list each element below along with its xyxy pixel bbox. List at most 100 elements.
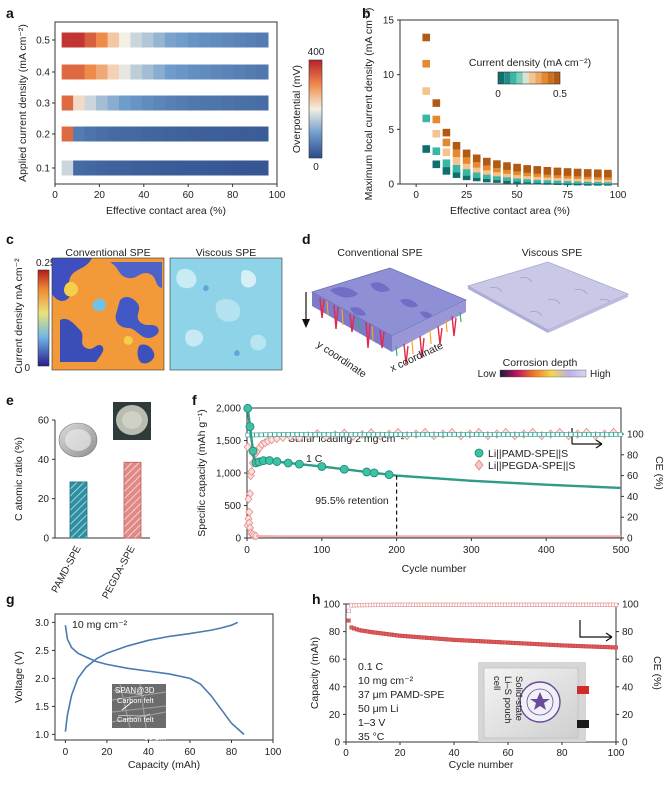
pegda-ce-point xyxy=(245,507,254,517)
pamd-capacity-point xyxy=(362,467,372,477)
panel-c-title-left: Conventional SPE xyxy=(65,247,150,259)
y-tick-label: 100 xyxy=(323,600,340,611)
legend-color-swatch xyxy=(522,72,529,84)
panel-d-corrosion: Conventional SPE Viscous SPE y coordinat… xyxy=(302,247,630,381)
panel-g-inset-title: SPAN@3D xyxy=(115,686,155,695)
heatmap-cell xyxy=(187,32,200,48)
y-tick-label: 10 xyxy=(383,70,395,81)
pamd-ce-point xyxy=(550,432,556,437)
y-tick-label: 20 xyxy=(38,494,50,505)
data-point-j0.5 xyxy=(442,128,451,137)
y-tick-label: 1,500 xyxy=(216,436,241,447)
y-tick-label: 2.0 xyxy=(35,674,49,685)
pamd-ce-point xyxy=(537,432,542,437)
pamd-ce-point xyxy=(267,432,273,438)
pamd-ce-point xyxy=(366,432,372,437)
panel-h-ce-axis-arrow xyxy=(579,620,613,642)
panel-d-surface-conventional xyxy=(310,267,467,365)
heatmap-cell xyxy=(61,95,74,111)
pamd-ce-point xyxy=(406,432,412,437)
y2-tick-label: 40 xyxy=(622,682,634,693)
heatmap-cell xyxy=(164,32,177,48)
data-point-j0.3 xyxy=(422,87,431,95)
heatmap-cell xyxy=(187,126,200,142)
data-point-j0.3 xyxy=(493,168,501,177)
y-tick-label: 1.0 xyxy=(35,730,49,741)
pamd-ce-point xyxy=(312,432,318,437)
panel-h-condition-electrolyte: 37 μm PAMD-SPE xyxy=(358,689,444,701)
pamd-capacity-point xyxy=(265,456,274,465)
y-tick-label: 15 xyxy=(383,16,395,27)
panel-d-y-axis-label: y coordinate xyxy=(314,339,368,381)
panel-b-scatter: Effective contact area (%) Maximum local… xyxy=(363,8,627,217)
x-tick-label: 40 xyxy=(138,190,150,201)
x-tick-label: 0 xyxy=(52,190,58,201)
heatmap-cell xyxy=(245,64,258,80)
heatmap-cell xyxy=(119,32,131,48)
data-point-j0.3 xyxy=(442,148,451,157)
x-tick-label: 60 xyxy=(502,748,514,759)
pamd-ce-point xyxy=(613,432,619,437)
x-tick-label: 0 xyxy=(63,747,69,758)
panel-e-photo-pamd xyxy=(58,422,98,458)
pamd-capacity-point xyxy=(272,457,282,466)
x-tick-label: 500 xyxy=(613,545,630,556)
data-point-j0.2 xyxy=(432,147,441,155)
panel-c-map-viscous xyxy=(169,257,283,371)
data-point-j0.4 xyxy=(442,138,451,147)
panel-h-condition-voltage: 1–3 V xyxy=(358,717,385,729)
pamd-ce-point xyxy=(595,432,601,437)
heatmap-cell xyxy=(96,64,108,80)
pamd-capacity-point xyxy=(384,470,394,480)
pamd-ce-point xyxy=(564,432,569,437)
heatmap-cell xyxy=(222,126,235,142)
data-point-j0.5 xyxy=(553,167,562,176)
pamd-ce-point xyxy=(586,432,592,437)
y2-tick-label: 100 xyxy=(627,430,644,441)
legend-color-swatch xyxy=(529,72,536,84)
panel-h-condition-temperature: 35 °C xyxy=(358,731,385,743)
x-tick-label: 20 xyxy=(101,747,113,758)
heatmap-cell xyxy=(130,32,143,48)
voltage-curve-discharge xyxy=(64,625,245,735)
x-tick-label: 25 xyxy=(461,190,473,201)
panel-e-bar: C atomic ratio (%) 0 20 40 60 PAMD-SPE PEGDA-… xyxy=(13,402,151,601)
y-tick-label: 0.5 xyxy=(36,36,50,47)
data-point-j0.1 xyxy=(442,167,451,175)
panel-d-legend-bar xyxy=(499,369,587,378)
x-tick-label: 400 xyxy=(538,545,555,556)
x-tick-label: 0 xyxy=(343,748,349,759)
pamd-ce-point xyxy=(344,432,349,437)
y-tick-label: 5 xyxy=(388,125,394,136)
pamd-capacity-point xyxy=(369,468,379,478)
heatmap-cell xyxy=(233,160,246,176)
pegda-capacity-point xyxy=(251,531,261,541)
data-point-j0.2 xyxy=(472,170,481,178)
pamd-ce-point xyxy=(371,432,376,437)
bar-PEGDA-SPE xyxy=(123,461,142,539)
heatmap-cell xyxy=(245,126,258,142)
pamd-ce-point xyxy=(608,432,614,437)
panel-a-colorbar-max: 400 xyxy=(308,47,325,58)
pamd-ce-point xyxy=(330,432,336,437)
pamd-ce-point xyxy=(303,432,309,437)
data-point-j0.5 xyxy=(533,166,542,174)
pamd-ce-point xyxy=(326,432,331,437)
panel-g-sem-inset xyxy=(111,683,167,745)
panel-label-b: b xyxy=(362,5,371,21)
pamd-ce-point xyxy=(415,432,421,437)
legend-color-swatch xyxy=(498,72,505,84)
y-tick-label: 60 xyxy=(38,416,50,427)
x-tick-label: 60 xyxy=(184,747,196,758)
data-point-j0.3 xyxy=(432,129,441,138)
heatmap-cell xyxy=(187,64,200,80)
pamd-ce-point xyxy=(505,432,511,437)
panel-a-colorbar xyxy=(308,59,323,159)
panel-d-legend-low: Low xyxy=(478,369,497,380)
pamd-ce-point xyxy=(290,432,295,437)
heatmap-cell xyxy=(107,126,120,142)
pamd-ce-point xyxy=(510,432,515,437)
x-tick-label: 40 xyxy=(143,747,155,758)
panel-a-colorbar-min: 0 xyxy=(313,162,319,173)
